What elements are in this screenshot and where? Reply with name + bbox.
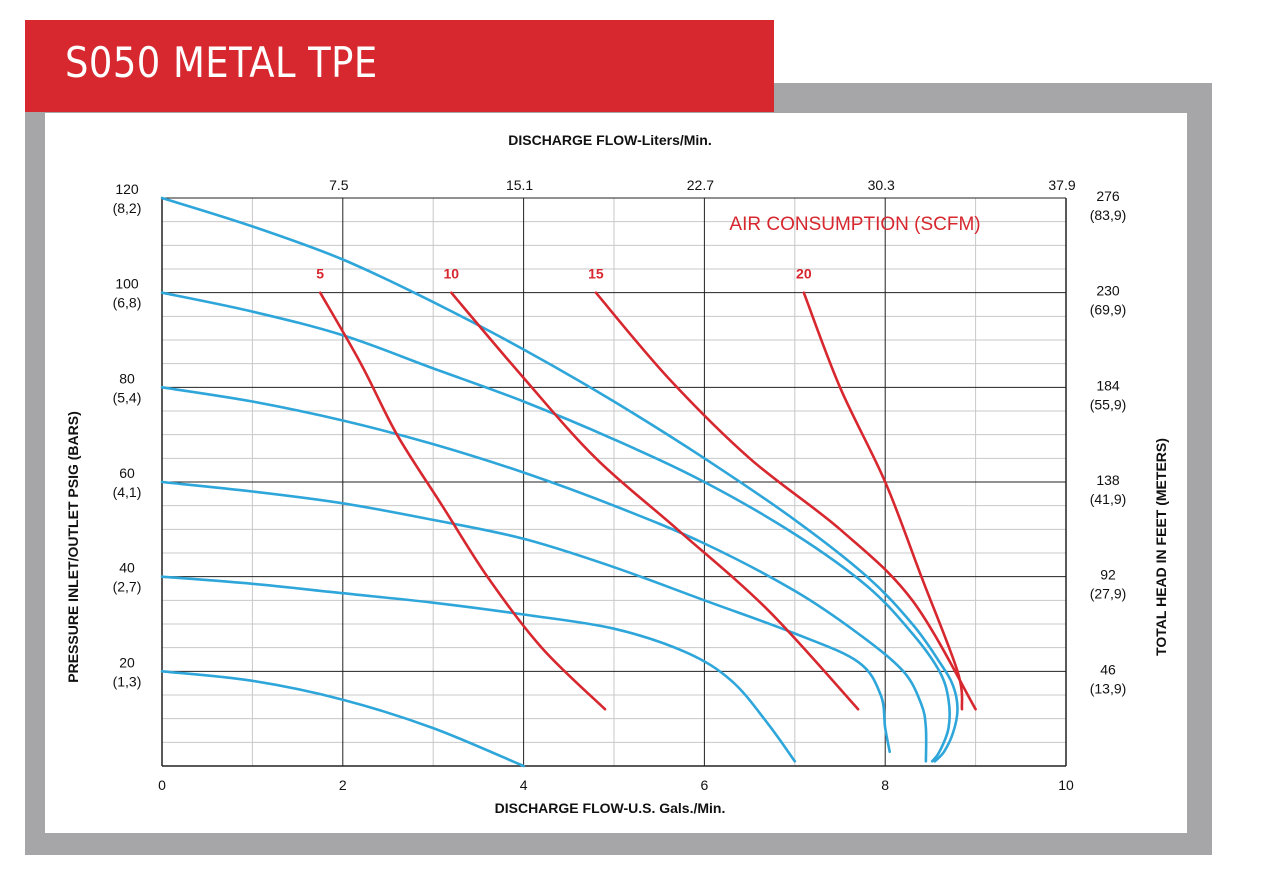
performance-curve-1 (160, 196, 959, 763)
y-tick-label: 20 (119, 654, 135, 670)
y-tick-sublabel: (4,1) (113, 484, 142, 500)
performance-curve-5 (160, 575, 797, 763)
performance-curves (160, 196, 959, 768)
x2-axis-title: DISCHARGE FLOW-Liters/Min. (508, 132, 712, 148)
y2-tick-label: 230 (1096, 283, 1120, 299)
y-tick-sublabel: (5,4) (113, 389, 142, 405)
title-banner: S050 METAL TPE (25, 20, 774, 112)
y-tick-label: 120 (115, 181, 139, 197)
y-axis-title: PRESSURE INLET/OUTLET PSIG (BARS) (65, 411, 81, 682)
y2-axis-title: TOTAL HEAD IN FEET (METERS) (1153, 438, 1169, 656)
y2-tick-label: 46 (1100, 661, 1116, 677)
air-curve-10-scfm (450, 291, 860, 711)
y2-tick-sublabel: (69,9) (1090, 302, 1127, 318)
y-tick-sublabel: (1,3) (113, 673, 142, 689)
y2-tick-sublabel: (41,9) (1090, 491, 1127, 507)
air-curve-5-scfm (318, 291, 607, 711)
air-curve-20-scfm (802, 291, 964, 711)
tick-labels: 0 2 4 6 8 107.5 15.1 22.7 30.3 37.920(1,3)40(2,7)… (113, 177, 1127, 793)
x-tick-label: 0 (158, 777, 166, 793)
y2-tick-label: 276 (1096, 188, 1120, 204)
chart-panel (45, 113, 1187, 833)
y2-tick-sublabel: (83,9) (1090, 207, 1127, 223)
performance-curve-6 (160, 670, 525, 768)
performance-curve-4 (160, 480, 891, 754)
y2-tick-sublabel: (55,9) (1090, 396, 1127, 412)
air-curve-label-10: 10 (443, 266, 459, 282)
air-curve-label-20: 20 (796, 266, 812, 282)
x-axis-title: DISCHARGE FLOW-U.S. Gals./Min. (495, 800, 726, 816)
x-tick-label: 6 (701, 777, 709, 793)
x2-tick-label: 30.3 (868, 177, 895, 193)
x2-tick-label: 7.5 (329, 177, 349, 193)
air-consumption-curves: 5 10 15 20 (316, 266, 977, 711)
x2-tick-label: 15.1 (506, 177, 533, 193)
y-tick-sublabel: (2,7) (113, 579, 142, 595)
y-tick-label: 60 (119, 465, 135, 481)
performance-curve-2 (160, 291, 951, 763)
x-tick-label: 8 (881, 777, 889, 793)
x-tick-label: 10 (1058, 777, 1074, 793)
y2-tick-label: 184 (1096, 377, 1120, 393)
air-curve-label-5: 5 (316, 266, 324, 282)
x2-tick-label: 37.9 (1048, 177, 1075, 193)
y-tick-sublabel: (8,2) (113, 200, 142, 216)
air-curve-label-15: 15 (588, 266, 604, 282)
y2-tick-sublabel: (27,9) (1090, 586, 1127, 602)
y-tick-label: 100 (115, 276, 139, 292)
page-title: S050 METAL TPE (65, 38, 378, 87)
y2-tick-label: 138 (1096, 472, 1120, 488)
x-tick-label: 4 (520, 777, 528, 793)
y2-tick-label: 92 (1100, 567, 1116, 583)
x2-tick-label: 22.7 (687, 177, 714, 193)
y-tick-label: 80 (119, 370, 135, 386)
y-tick-sublabel: (6,8) (113, 295, 142, 311)
y2-tick-sublabel: (13,9) (1090, 680, 1127, 696)
performance-curve-3 (160, 386, 928, 763)
x-tick-label: 2 (339, 777, 347, 793)
air-consumption-annotation: AIR CONSUMPTION (SCFM) (729, 214, 980, 235)
air-curve-15-scfm (594, 291, 977, 711)
y-tick-label: 40 (119, 560, 135, 576)
